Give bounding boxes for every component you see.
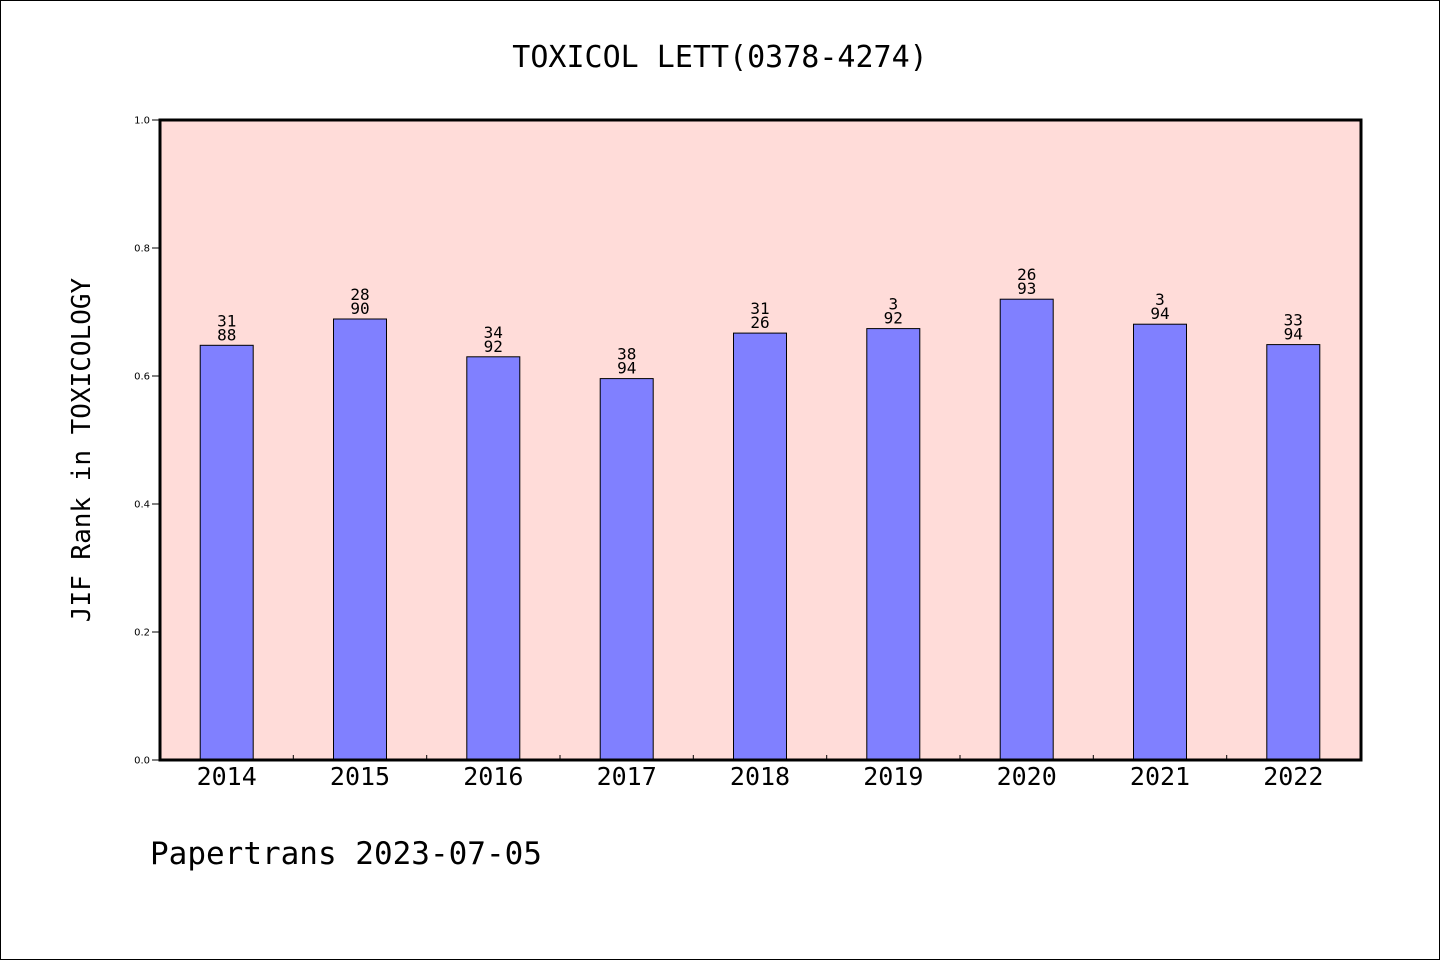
bar-label-total-2015: 90: [350, 299, 369, 318]
bar-2016: [466, 356, 521, 761]
plot-border: [158, 118, 1363, 762]
x-tick-label-2017: 2017: [597, 762, 657, 791]
x-tick-label-2022: 2022: [1263, 762, 1323, 791]
bar-label-rank-2022: 33: [1284, 311, 1303, 330]
x-tick-label-2019: 2019: [863, 762, 923, 791]
bar-label-rank-2017: 38: [617, 345, 636, 364]
bar-label-rank-2016: 34: [484, 323, 503, 342]
x-axis-ticks: 2014 2015 2016 2017 2018 2019 2020 2021 2022: [197, 755, 1323, 791]
bar-2019: [866, 328, 921, 761]
bar-label-total-2021: 94: [1150, 304, 1169, 323]
bar-2015: [333, 318, 387, 761]
y-tick-label-0.2: 0.2: [134, 628, 150, 639]
x-tick-label-2020: 2020: [997, 762, 1057, 791]
x-tick-label-2014: 2014: [197, 762, 257, 791]
bar-label-total-2019: 92: [884, 309, 903, 328]
y-tick-label-0.4: 0.4: [134, 500, 150, 511]
bar-2020: [999, 298, 1054, 761]
y-tick-label-0.0: 0.0: [134, 756, 150, 767]
bars-group: [199, 298, 1321, 761]
bar-label-rank-2019: 3: [888, 295, 898, 314]
bar-label-rank-2021: 3: [1155, 290, 1165, 309]
bar-label-rank-2018: 31: [750, 299, 769, 318]
footer-credit: Papertrans 2023-07-05: [150, 836, 542, 872]
bar-label-rank-2020: 26: [1017, 265, 1036, 284]
y-tick-label-0.6: 0.6: [134, 372, 150, 383]
bar-label-rank-2015: 28: [350, 285, 369, 304]
chart-title: TOXICOL LETT(0378-4274): [512, 40, 927, 75]
x-tick-label-2016: 2016: [463, 762, 523, 791]
y-tick-label-1.0: 1.0: [134, 116, 150, 127]
bar-label-rank-2014: 31: [217, 311, 236, 330]
bar-label-total-2016: 92: [484, 337, 503, 356]
bar-label-total-2020: 93: [1017, 279, 1036, 298]
x-tick-label-2015: 2015: [330, 762, 390, 791]
bar-2021: [1133, 323, 1187, 761]
bar-label-total-2022: 94: [1284, 325, 1303, 344]
bar-2022: [1266, 344, 1321, 761]
x-tick-label-2021: 2021: [1130, 762, 1190, 791]
y-axis-label: JIF Rank in TOXICOLOGY: [67, 277, 97, 622]
bar-2014: [199, 344, 254, 761]
bar-label-total-2017: 94: [617, 359, 636, 378]
y-axis-ticks: 0.0 0.2 0.4 0.6 0.8 1.0: [134, 116, 160, 767]
y-tick-label-0.8: 0.8: [134, 244, 150, 255]
bar-2018: [733, 332, 787, 761]
x-tick-label-2018: 2018: [730, 762, 790, 791]
bar-2017: [599, 378, 654, 761]
bar-label-total-2018: 26: [750, 313, 769, 332]
bar-label-total-2014: 88: [217, 325, 236, 344]
